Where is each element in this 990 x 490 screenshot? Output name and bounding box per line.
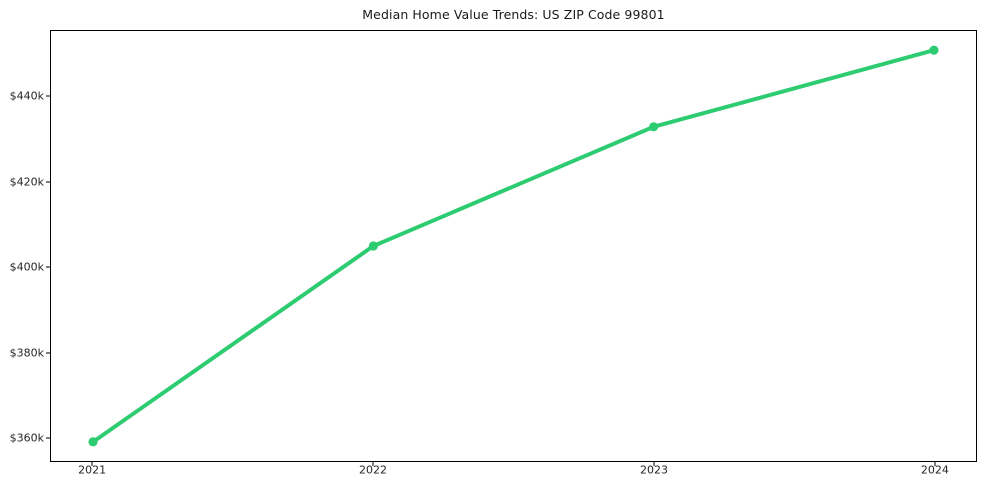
y-axis-tick-label: $360k [9, 431, 44, 445]
series-line [91, 48, 936, 444]
y-axis-tick-label: $420k [9, 175, 44, 189]
data-point-marker [88, 437, 98, 447]
data-point-marker [649, 122, 659, 132]
chart-title: Median Home Value Trends: US ZIP Code 99… [362, 7, 665, 22]
x-axis-tick-mark [653, 462, 655, 466]
x-axis-tick-label: 2023 [639, 463, 668, 477]
y-axis-tick-labels: $360k $380k $400k $420k $440k [0, 0, 50, 490]
y-axis-tick-mark [46, 181, 50, 183]
x-axis-tick-mark [91, 462, 93, 466]
y-axis-tick-mark [46, 437, 50, 439]
y-axis-tick-label: $380k [9, 346, 44, 360]
y-axis-tick-mark [46, 95, 50, 97]
y-axis-tick-label: $400k [9, 260, 44, 274]
x-axis-tick-label: 2021 [78, 463, 107, 477]
data-point-marker [929, 45, 939, 55]
x-axis-tick-mark [934, 462, 936, 466]
y-axis-tick-mark [46, 352, 50, 354]
x-axis-tick-label: 2024 [920, 463, 949, 477]
y-axis-tick-mark [46, 266, 50, 268]
x-axis-tick-label: 2022 [359, 463, 388, 477]
y-axis-tick-label: $440k [9, 89, 44, 103]
x-axis-tick-mark [372, 462, 374, 466]
plot-area [50, 30, 977, 462]
data-point-marker [368, 241, 378, 251]
line-chart-svg [88, 45, 939, 447]
